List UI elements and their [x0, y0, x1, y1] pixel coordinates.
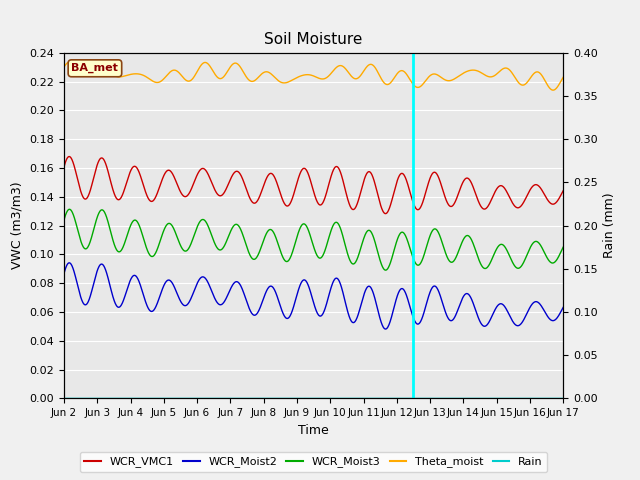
Y-axis label: VWC (m3/m3): VWC (m3/m3)	[11, 182, 24, 269]
Title: Soil Moisture: Soil Moisture	[264, 33, 363, 48]
Y-axis label: Rain (mm): Rain (mm)	[604, 193, 616, 258]
Text: BA_met: BA_met	[72, 63, 118, 73]
Legend: WCR_VMC1, WCR_Moist2, WCR_Moist3, Theta_moist, Rain: WCR_VMC1, WCR_Moist2, WCR_Moist3, Theta_…	[80, 452, 547, 472]
X-axis label: Time: Time	[298, 424, 329, 437]
